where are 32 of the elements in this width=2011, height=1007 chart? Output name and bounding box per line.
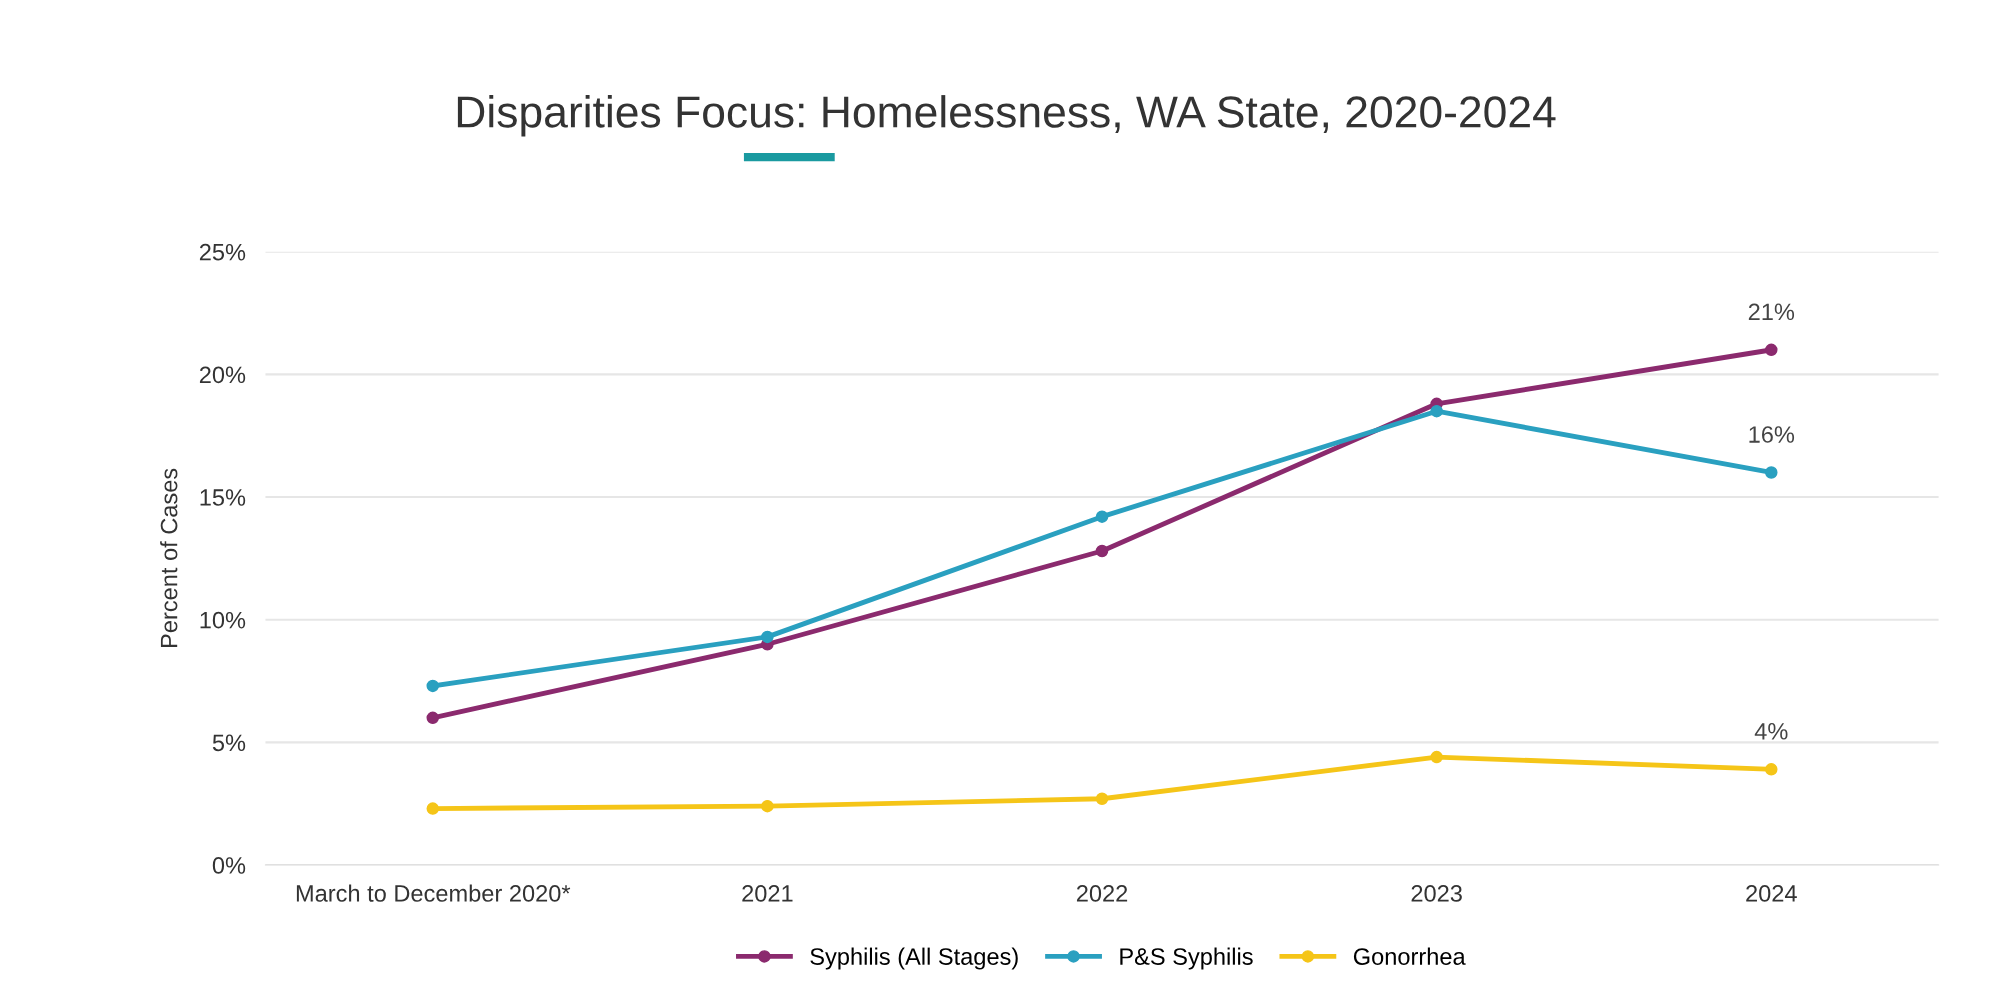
y-tick-label: 0%	[212, 857, 246, 874]
legend-label: Gonorrhea	[1353, 947, 1466, 965]
x-tick-label: 2023	[1411, 885, 1462, 902]
point	[761, 630, 774, 644]
point	[1430, 404, 1443, 418]
data-label: 21%	[1748, 303, 1795, 321]
data-label: 4%	[1754, 723, 1788, 740]
legend-label: Syphilis (All Stages)	[810, 947, 1018, 970]
y-axis-title: Percent of Cases	[160, 468, 178, 647]
point	[426, 679, 440, 693]
x-tick-label: 2024	[1746, 885, 1797, 902]
point	[1765, 343, 1778, 357]
point	[1430, 750, 1443, 764]
x-tick-label: 2022	[1076, 885, 1128, 902]
chart-title: Disparities Focus: Homelessness, WA State, 2020-2024	[457, 95, 1556, 137]
point	[1095, 792, 1109, 806]
legend-label: P&S Syphilis	[1120, 947, 1253, 970]
point	[426, 711, 440, 725]
y-tick-label: 25%	[199, 243, 246, 261]
point	[761, 799, 774, 813]
x-tick-label: March to December 2020*	[296, 884, 571, 902]
point	[1095, 544, 1109, 558]
point	[426, 802, 440, 815]
y-tick-label: 10%	[200, 611, 246, 629]
point	[1095, 510, 1109, 523]
x-tick-label: 2021	[742, 885, 793, 902]
data-label: 16%	[1749, 426, 1795, 443]
y-tick-label: 5%	[212, 734, 246, 752]
y-tick-label: 15%	[200, 489, 246, 506]
point	[1765, 466, 1778, 479]
y-tick-label: 20%	[199, 366, 246, 384]
point	[1765, 763, 1778, 776]
